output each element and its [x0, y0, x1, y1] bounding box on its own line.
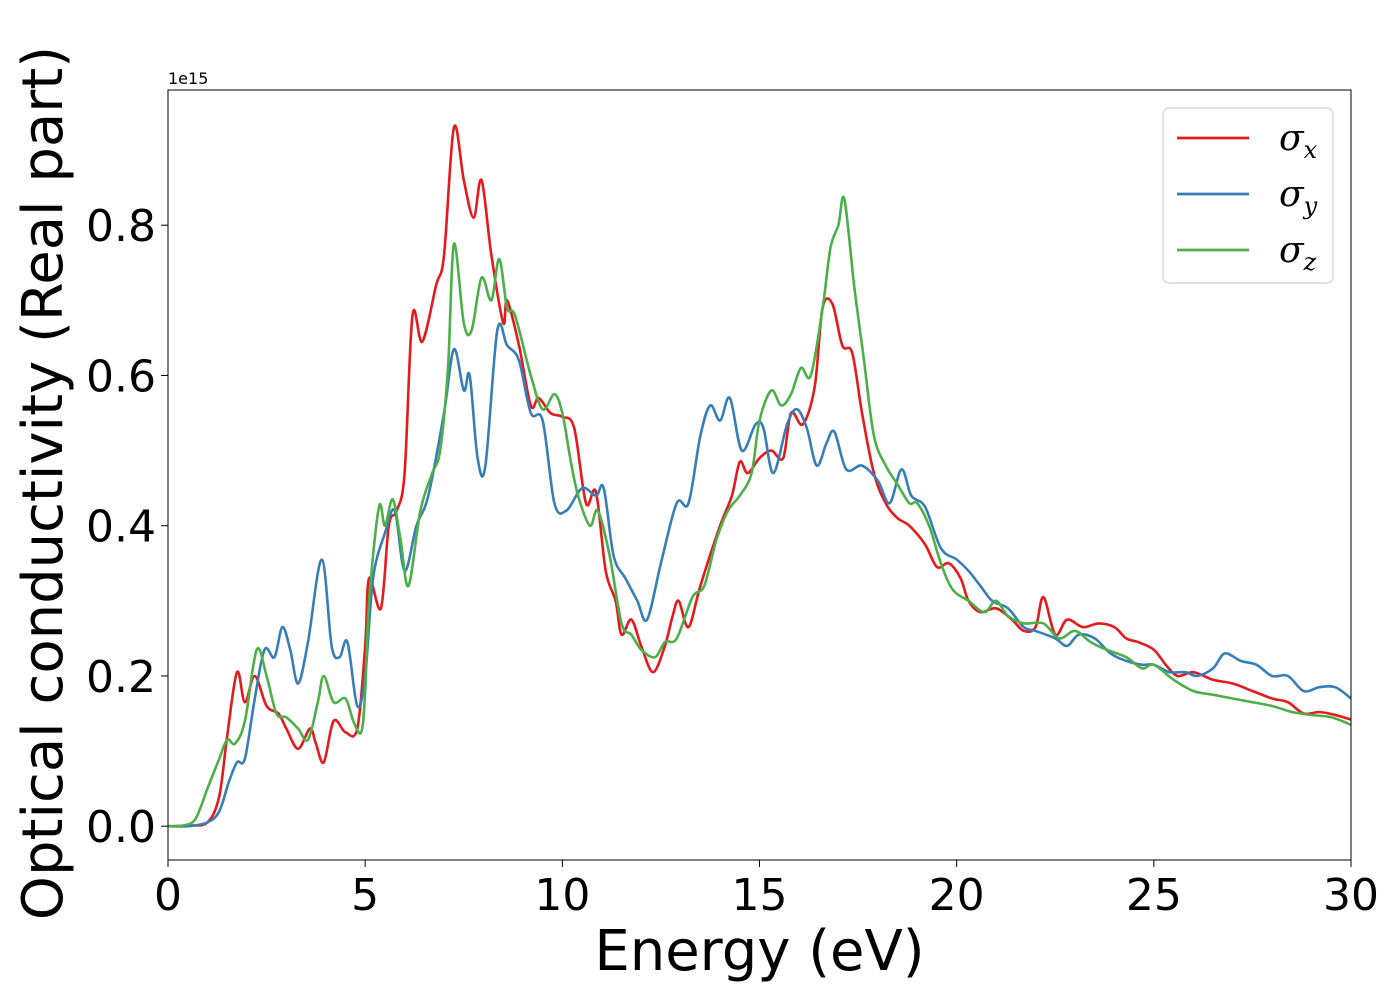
legend-label-z: σz — [1279, 230, 1317, 276]
x-tick-label: 30 — [1323, 870, 1379, 921]
legend-box — [1162, 107, 1334, 284]
x-tick-label: 5 — [351, 870, 379, 921]
legend-subscript: z — [1303, 248, 1317, 276]
legend-symbol: σ — [1279, 230, 1305, 271]
x-tick-label: 10 — [534, 870, 590, 921]
legend-subscript: x — [1304, 136, 1318, 164]
y-offset-text: 1e15 — [168, 69, 208, 88]
series-line-z — [168, 195, 1351, 828]
x-axis: 0 5 10 15 20 25 30 — [154, 860, 1379, 921]
legend-label-y: σy — [1279, 174, 1318, 220]
x-tick-label: 15 — [732, 870, 788, 921]
x-tick-label: 20 — [929, 870, 985, 921]
legend-label-x: σx — [1279, 118, 1318, 164]
y-tick-label: 0.2 — [86, 652, 156, 703]
legend-subscript: y — [1303, 192, 1318, 220]
y-tick-label: 0.6 — [86, 351, 156, 402]
legend-symbol: σ — [1279, 174, 1305, 215]
y-axis-title: Optical conductivity (Real part) — [11, 46, 76, 920]
series-layer — [168, 124, 1351, 828]
x-axis-title: Energy (eV) — [594, 919, 924, 984]
y-axis: 0.0 0.2 0.4 0.6 0.8 — [86, 201, 168, 853]
series-line-y — [168, 322, 1351, 828]
y-tick-label: 0.4 — [86, 502, 156, 553]
legend-symbol: σ — [1279, 118, 1305, 159]
x-tick-label: 0 — [154, 870, 182, 921]
y-tick-label: 0.0 — [86, 802, 156, 853]
x-tick-label: 25 — [1126, 870, 1182, 921]
y-tick-label: 0.8 — [86, 201, 156, 252]
